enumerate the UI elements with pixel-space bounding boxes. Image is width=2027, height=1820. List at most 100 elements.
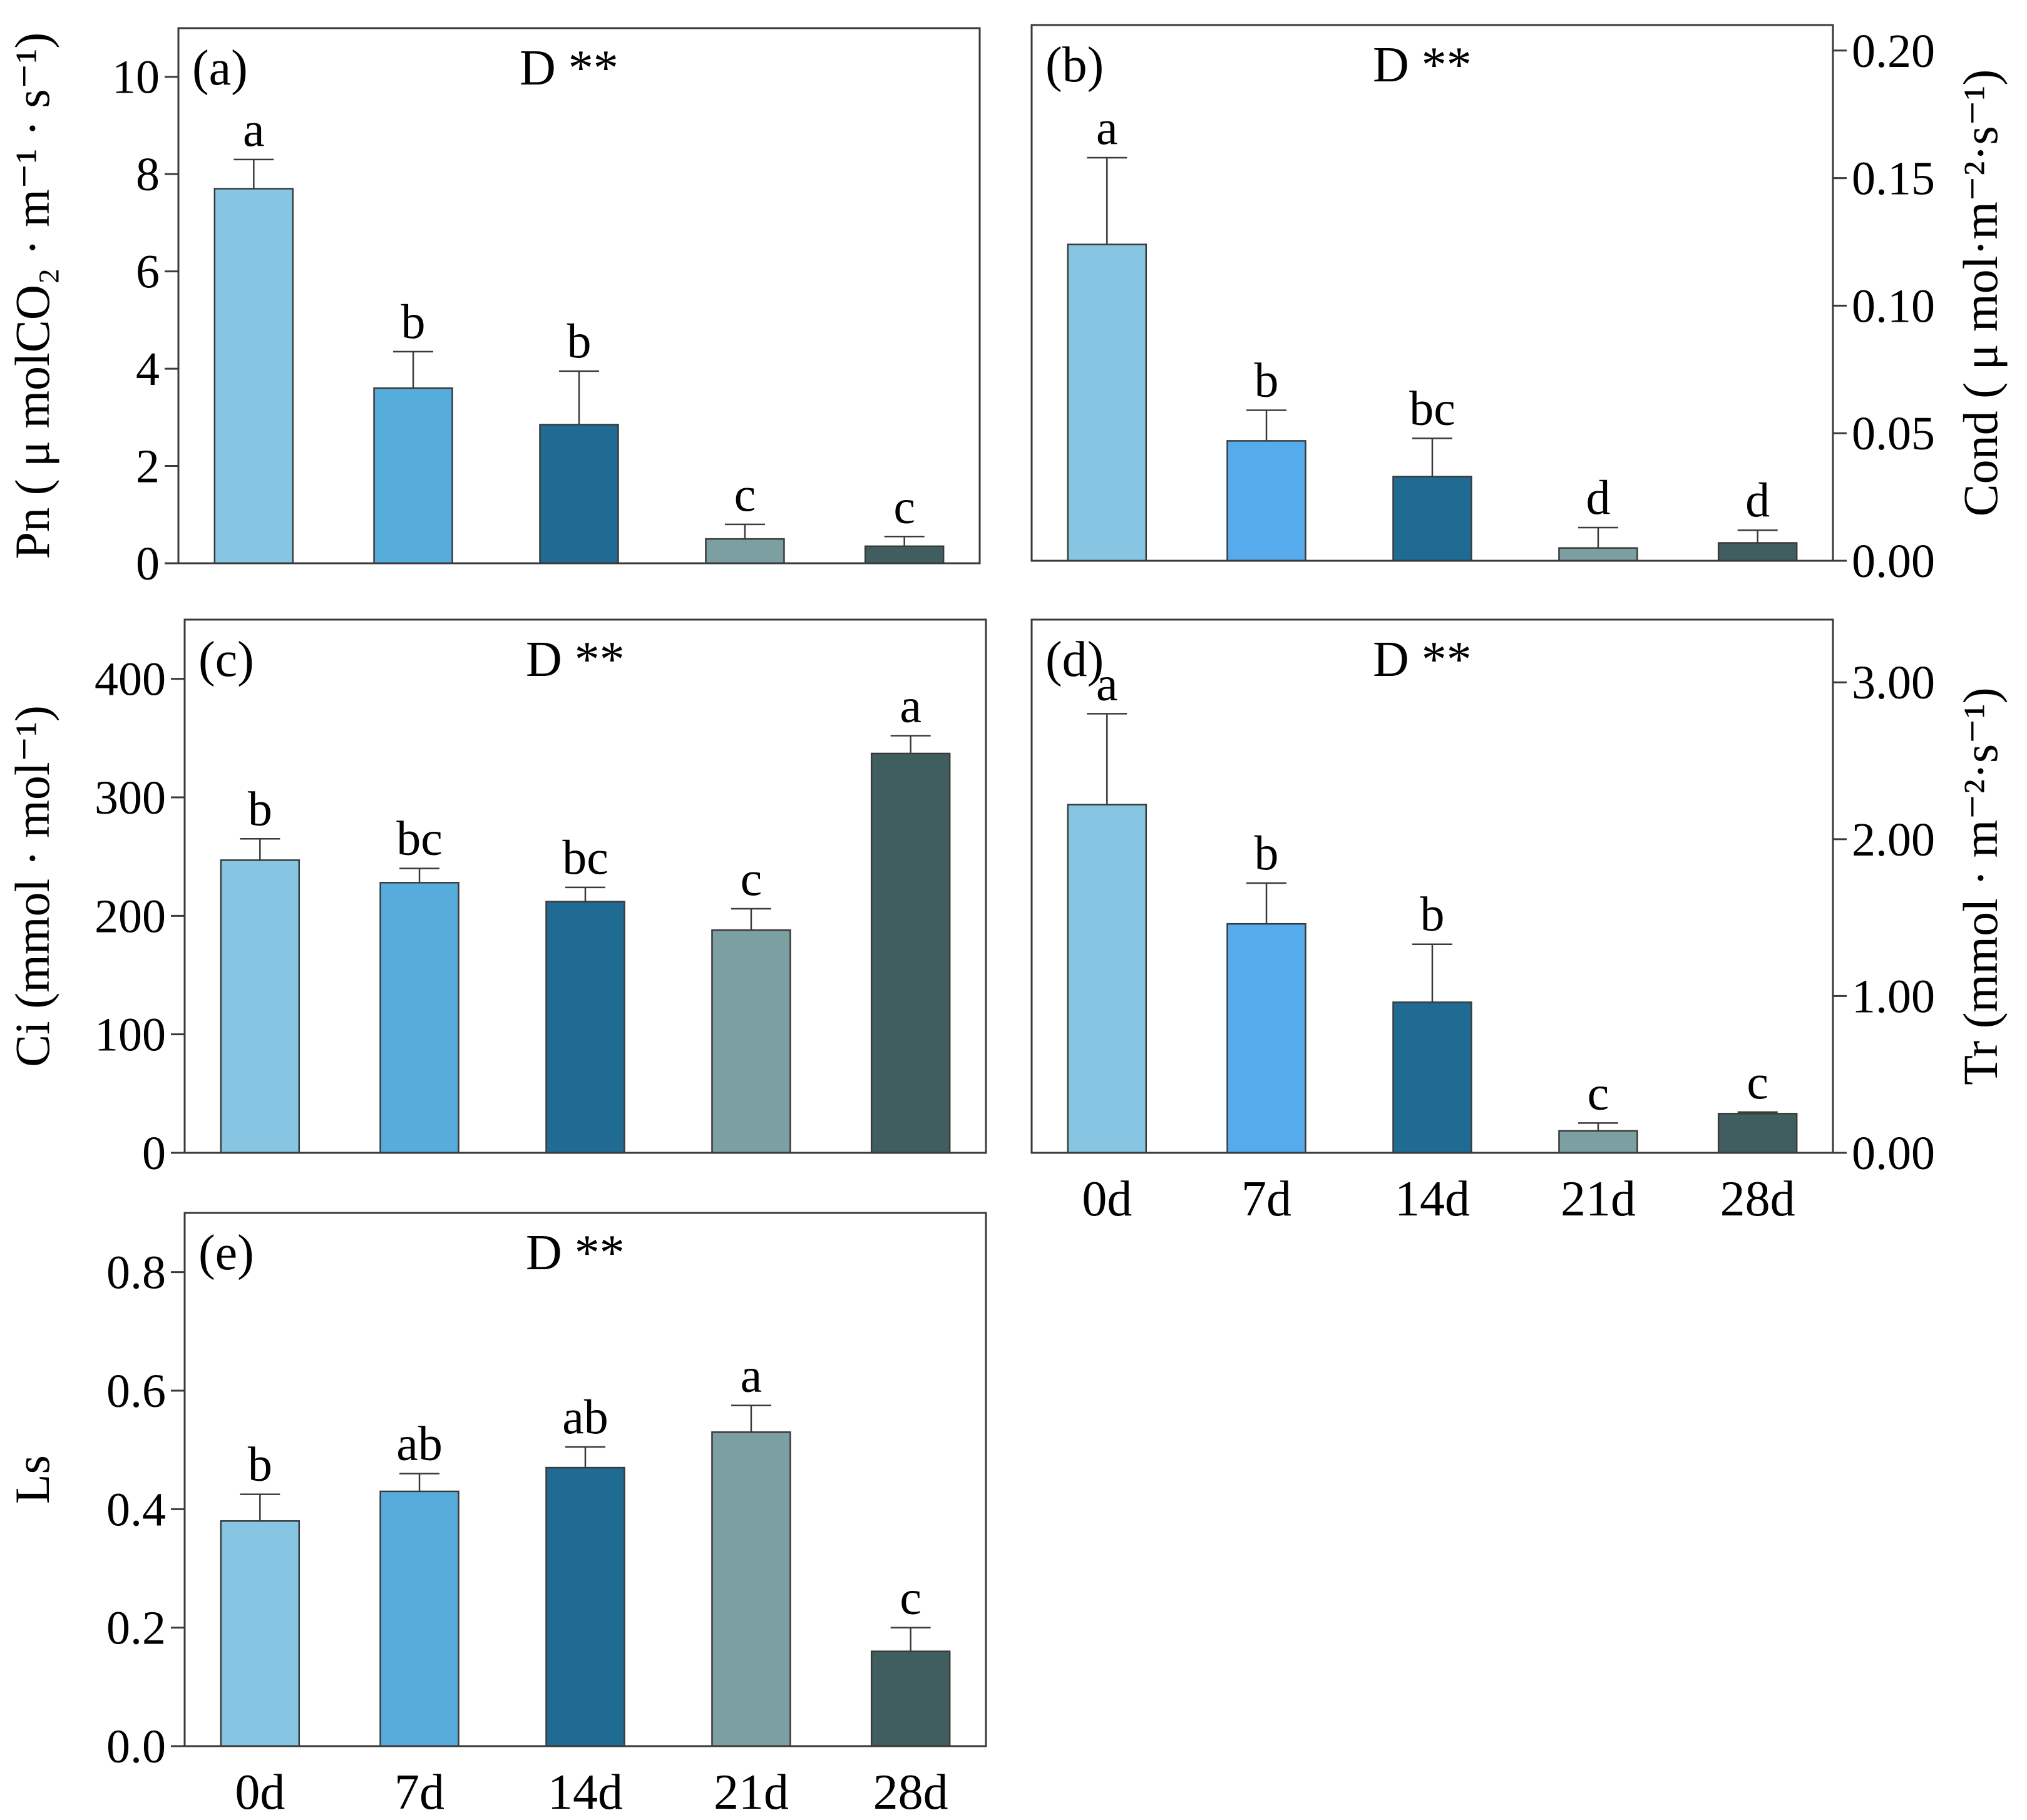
- bar-21d: [711, 929, 791, 1154]
- y-tick-label: 8: [136, 148, 160, 201]
- error-bar-21d: [731, 1404, 771, 1433]
- significance-letter: b: [401, 294, 426, 349]
- bar-14d: [545, 1466, 625, 1747]
- significance-letter: bc: [1409, 381, 1455, 435]
- error-bar-14d: [565, 1446, 605, 1468]
- chart-panel-1: a b bc d d 0.00 0.05 0.10 0.15 0.20 Cond ( μ mol·m…: [1030, 24, 2008, 588]
- x-tick-label: 7d: [394, 1765, 444, 1820]
- chart-panel-2: b bc bc c a 0 100 200 300 400 Ci (mmol · mol⁻¹) (c)…: [5, 618, 987, 1180]
- bar-21d: [705, 538, 785, 565]
- y-tick-label: 0: [136, 538, 160, 590]
- error-bar-21d: [1578, 1122, 1618, 1131]
- bar-14d: [1392, 1001, 1472, 1154]
- error-bar-14d: [559, 370, 599, 425]
- y-axis-title: Ls: [5, 1455, 59, 1504]
- significance-letter: c: [900, 1570, 921, 1625]
- x-tick-label: 0d: [1082, 1172, 1132, 1227]
- significance-letter: c: [893, 479, 915, 533]
- significance-letter: b: [567, 314, 592, 368]
- significance-letter: bc: [562, 830, 608, 884]
- significance-letter: c: [741, 851, 762, 906]
- error-bar-7d: [1246, 409, 1287, 441]
- error-bar-0d: [1087, 156, 1127, 245]
- bar-7d: [373, 387, 453, 565]
- error-bar-28d: [890, 1627, 931, 1652]
- bar-28d: [1717, 1113, 1798, 1154]
- y-axis-title: Ci (mmol · mol⁻¹): [5, 705, 59, 1067]
- bar-0d: [1067, 804, 1147, 1154]
- y-tick-label: 10: [112, 51, 160, 104]
- error-bar-14d: [565, 886, 605, 902]
- x-tick-label: 0d: [235, 1765, 285, 1820]
- y-tick-label: 0.8: [106, 1247, 166, 1299]
- bar-7d: [1226, 440, 1306, 562]
- x-tick-label: 14d: [548, 1765, 623, 1820]
- significance-letter: a: [243, 102, 265, 156]
- significance-annotation: D **: [1373, 38, 1472, 93]
- y-tick-label: 2: [136, 441, 160, 493]
- bar-21d: [1558, 1130, 1638, 1154]
- panel-label: (e): [198, 1225, 254, 1281]
- bar-7d: [1226, 923, 1306, 1154]
- bar-28d: [870, 752, 951, 1154]
- bar-0d: [1067, 243, 1147, 562]
- significance-letter: c: [1747, 1055, 1768, 1109]
- significance-letter: b: [1420, 887, 1445, 941]
- panel-label: (b): [1045, 38, 1104, 93]
- significance-letter: b: [1255, 353, 1279, 407]
- significance-annotation: D **: [526, 1225, 625, 1281]
- error-bar-28d: [890, 735, 931, 754]
- x-tick-label: 14d: [1395, 1172, 1470, 1227]
- y-tick-label: 2.00: [1852, 814, 1935, 866]
- bar-7d: [379, 1490, 459, 1747]
- plot-frame: [1030, 618, 1834, 1154]
- error-bar-28d: [884, 536, 925, 546]
- significance-letter: d: [1586, 470, 1610, 524]
- y-tick-label: 0.00: [1852, 535, 1935, 588]
- bar-0d: [220, 859, 300, 1154]
- y-tick-label: 6: [136, 246, 160, 299]
- significance-annotation: D **: [526, 632, 625, 687]
- plot-frame: [1030, 24, 1834, 562]
- y-tick-label: 0.2: [106, 1602, 166, 1655]
- error-bar-7d: [1246, 882, 1287, 924]
- x-tick-label: 21d: [1561, 1172, 1636, 1227]
- y-axis-title: Cond ( μ mol·m⁻²·s⁻¹): [1953, 69, 2008, 517]
- significance-letter: c: [1588, 1065, 1609, 1120]
- y-tick-label: 200: [95, 890, 166, 943]
- significance-letter: b: [248, 1437, 272, 1491]
- error-bar-21d: [731, 907, 771, 931]
- panel-label: (a): [192, 41, 248, 96]
- y-tick-label: 0.20: [1852, 25, 1935, 78]
- y-tick-label: 300: [95, 772, 166, 824]
- significance-letter: a: [900, 678, 921, 733]
- panel-label: (c): [198, 632, 254, 687]
- bar-14d: [539, 424, 619, 565]
- error-bar-0d: [240, 1493, 280, 1521]
- x-tick-label: 21d: [714, 1765, 789, 1820]
- bar-0d: [220, 1520, 300, 1747]
- y-tick-label: 400: [95, 653, 166, 706]
- y-tick-label: 0.05: [1852, 407, 1935, 460]
- bar-21d: [1558, 547, 1638, 562]
- error-bar-21d: [724, 523, 765, 539]
- y-tick-label: 1.00: [1852, 970, 1935, 1023]
- bar-14d: [1392, 476, 1472, 562]
- significance-letter: ab: [562, 1389, 608, 1444]
- chart-panel-3: a b b c c 0.00 1.00 2.00 3.00 Tr (mmol · m⁻²·s⁻¹)…: [1030, 618, 2008, 1227]
- y-tick-label: 4: [136, 343, 160, 396]
- plot-frame: [183, 1212, 987, 1747]
- bar-14d: [545, 901, 625, 1154]
- plot-frame: [177, 27, 981, 565]
- y-tick-label: 0.4: [106, 1483, 166, 1536]
- significance-annotation: D **: [520, 41, 618, 96]
- y-tick-label: 100: [95, 1009, 166, 1061]
- bar-28d: [870, 1650, 951, 1747]
- error-bar-0d: [240, 838, 280, 861]
- bar-7d: [379, 882, 459, 1154]
- bar-0d: [213, 188, 294, 565]
- error-bar-7d: [399, 867, 440, 883]
- bar-28d: [1717, 542, 1798, 562]
- significance-letter: d: [1745, 473, 1770, 527]
